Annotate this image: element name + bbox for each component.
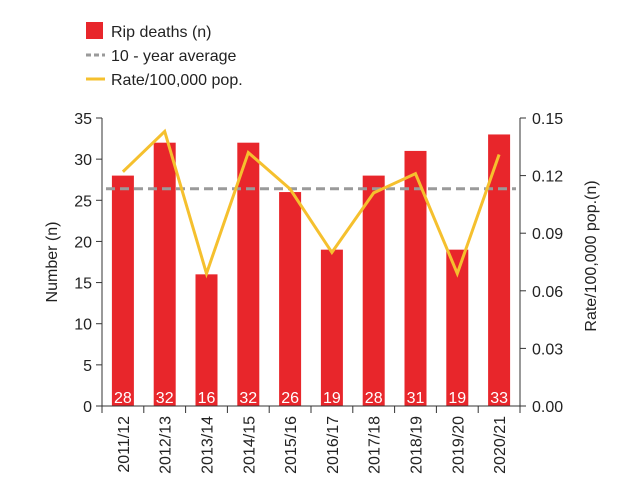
x-axis: 2011/12 2012/13 2013/14 2014/15 2015/16 2016/…: [101, 405, 521, 474]
bar-2014/15: [237, 142, 260, 406]
bar-2017/18: [362, 175, 385, 406]
bar-data-labels: 28 32 16 32 26 19 28 31 19 33: [114, 390, 508, 407]
left-tick-label: 10: [74, 317, 92, 334]
x-tick-label: 2012/13: [158, 416, 175, 474]
right-tick-label: 0.09: [532, 226, 563, 243]
bars: [111, 134, 511, 406]
right-tick-label: 0.00: [532, 399, 563, 416]
left-axis: 0 5 10 15 20 25 30 35 Number (n): [44, 111, 103, 416]
bar-2019/20: [446, 249, 469, 406]
legend: Rip deaths (n) 10 - year average Rate/100,…: [86, 22, 243, 89]
bar-2015/16: [279, 192, 302, 406]
right-tick-label: 0.15: [532, 111, 563, 128]
bar-2016/17: [320, 249, 343, 406]
right-tick-label: 0.06: [532, 284, 563, 301]
legend-label-rate: Rate/100,000 pop.: [111, 72, 243, 89]
x-tick-label: 2020/21: [492, 416, 509, 474]
bar-value-label: 31: [407, 390, 425, 407]
left-tick-label: 5: [83, 358, 92, 375]
bar-value-label: 28: [114, 390, 132, 407]
legend-swatch-rip-deaths: [86, 22, 103, 39]
left-tick-label: 0: [83, 399, 92, 416]
x-tick-label: 2018/19: [409, 416, 426, 474]
left-tick-label: 30: [74, 152, 92, 169]
x-tick-label: 2017/18: [367, 416, 384, 474]
bar-2013/14: [195, 274, 218, 406]
right-axis-title: Rate/100,000 pop.(n): [583, 180, 600, 331]
left-tick-label: 35: [74, 111, 92, 128]
bar-value-label: 19: [323, 390, 341, 407]
x-tick-label: 2016/17: [325, 416, 342, 474]
bar-value-label: 32: [156, 390, 174, 407]
x-tick-label: 2015/16: [283, 416, 300, 474]
left-tick-label: 15: [74, 276, 92, 293]
bar-value-label: 33: [490, 390, 508, 407]
bar-2018/19: [404, 150, 427, 406]
left-tick-label: 25: [74, 193, 92, 210]
bar-value-label: 16: [198, 390, 216, 407]
bar-value-label: 26: [281, 390, 299, 407]
bar-2020/21: [488, 134, 511, 406]
rate-line: [121, 128, 501, 279]
bar-value-label: 19: [448, 390, 466, 407]
x-tick-label: 2013/14: [200, 416, 217, 474]
right-tick-label: 0.12: [532, 169, 563, 186]
legend-label-average: 10 - year average: [111, 48, 237, 65]
bar-2011/12: [111, 175, 134, 406]
right-tick-label: 0.03: [532, 341, 563, 358]
bar-2012/13: [153, 142, 176, 406]
bar-value-label: 32: [239, 390, 257, 407]
left-tick-label: 20: [74, 234, 92, 251]
x-tick-label: 2014/15: [241, 416, 258, 474]
bar-value-label: 28: [365, 390, 383, 407]
x-tick-label: 2011/12: [116, 416, 133, 473]
series-lines: [106, 128, 516, 279]
right-axis: 0.00 0.03 0.06 0.09 0.12 0.15 Rate/100,000 pop…: [519, 111, 600, 416]
legend-label-rip-deaths: Rip deaths (n): [111, 24, 212, 41]
left-axis-title: Number (n): [44, 222, 61, 303]
x-tick-label: 2019/20: [450, 416, 467, 474]
